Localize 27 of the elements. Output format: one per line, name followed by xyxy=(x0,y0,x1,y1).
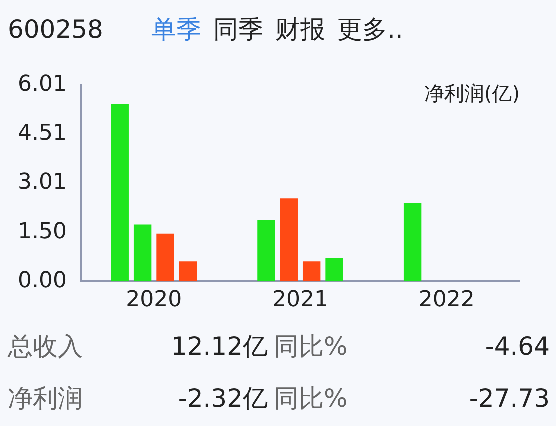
x-tick-label: 2022 xyxy=(418,288,475,313)
text: -2.32亿 xyxy=(177,382,268,414)
y-axis-title: 净利润(亿) xyxy=(424,81,520,106)
text: -27.73 xyxy=(468,384,550,412)
text: 同比% xyxy=(273,330,349,362)
text: 更多.. xyxy=(337,14,404,46)
bar xyxy=(302,262,321,282)
text: 财报 xyxy=(275,14,326,46)
y-tick-label: 4.51 xyxy=(18,120,67,146)
x-tick-label: 2021 xyxy=(272,288,328,313)
text: 同季 xyxy=(213,14,264,46)
y-tick-label: 3.01 xyxy=(18,170,67,195)
text: 同比% xyxy=(273,382,349,414)
bar xyxy=(111,104,129,282)
text: 12.12亿 xyxy=(170,330,268,362)
y-tick-label: 0.00 xyxy=(18,268,67,294)
text: 单季 xyxy=(151,14,202,46)
text: 净利润 xyxy=(7,382,84,414)
text: -4.64 xyxy=(484,332,550,360)
y-tick-label: 1.50 xyxy=(18,219,67,244)
bar xyxy=(156,234,174,282)
bar xyxy=(404,204,422,282)
text: 总收入 xyxy=(6,330,84,362)
chart-title: 600258 xyxy=(8,14,104,44)
x-tick-label: 2020 xyxy=(126,288,182,313)
bar xyxy=(258,220,276,282)
y-tick-label: 6.01 xyxy=(18,72,67,97)
